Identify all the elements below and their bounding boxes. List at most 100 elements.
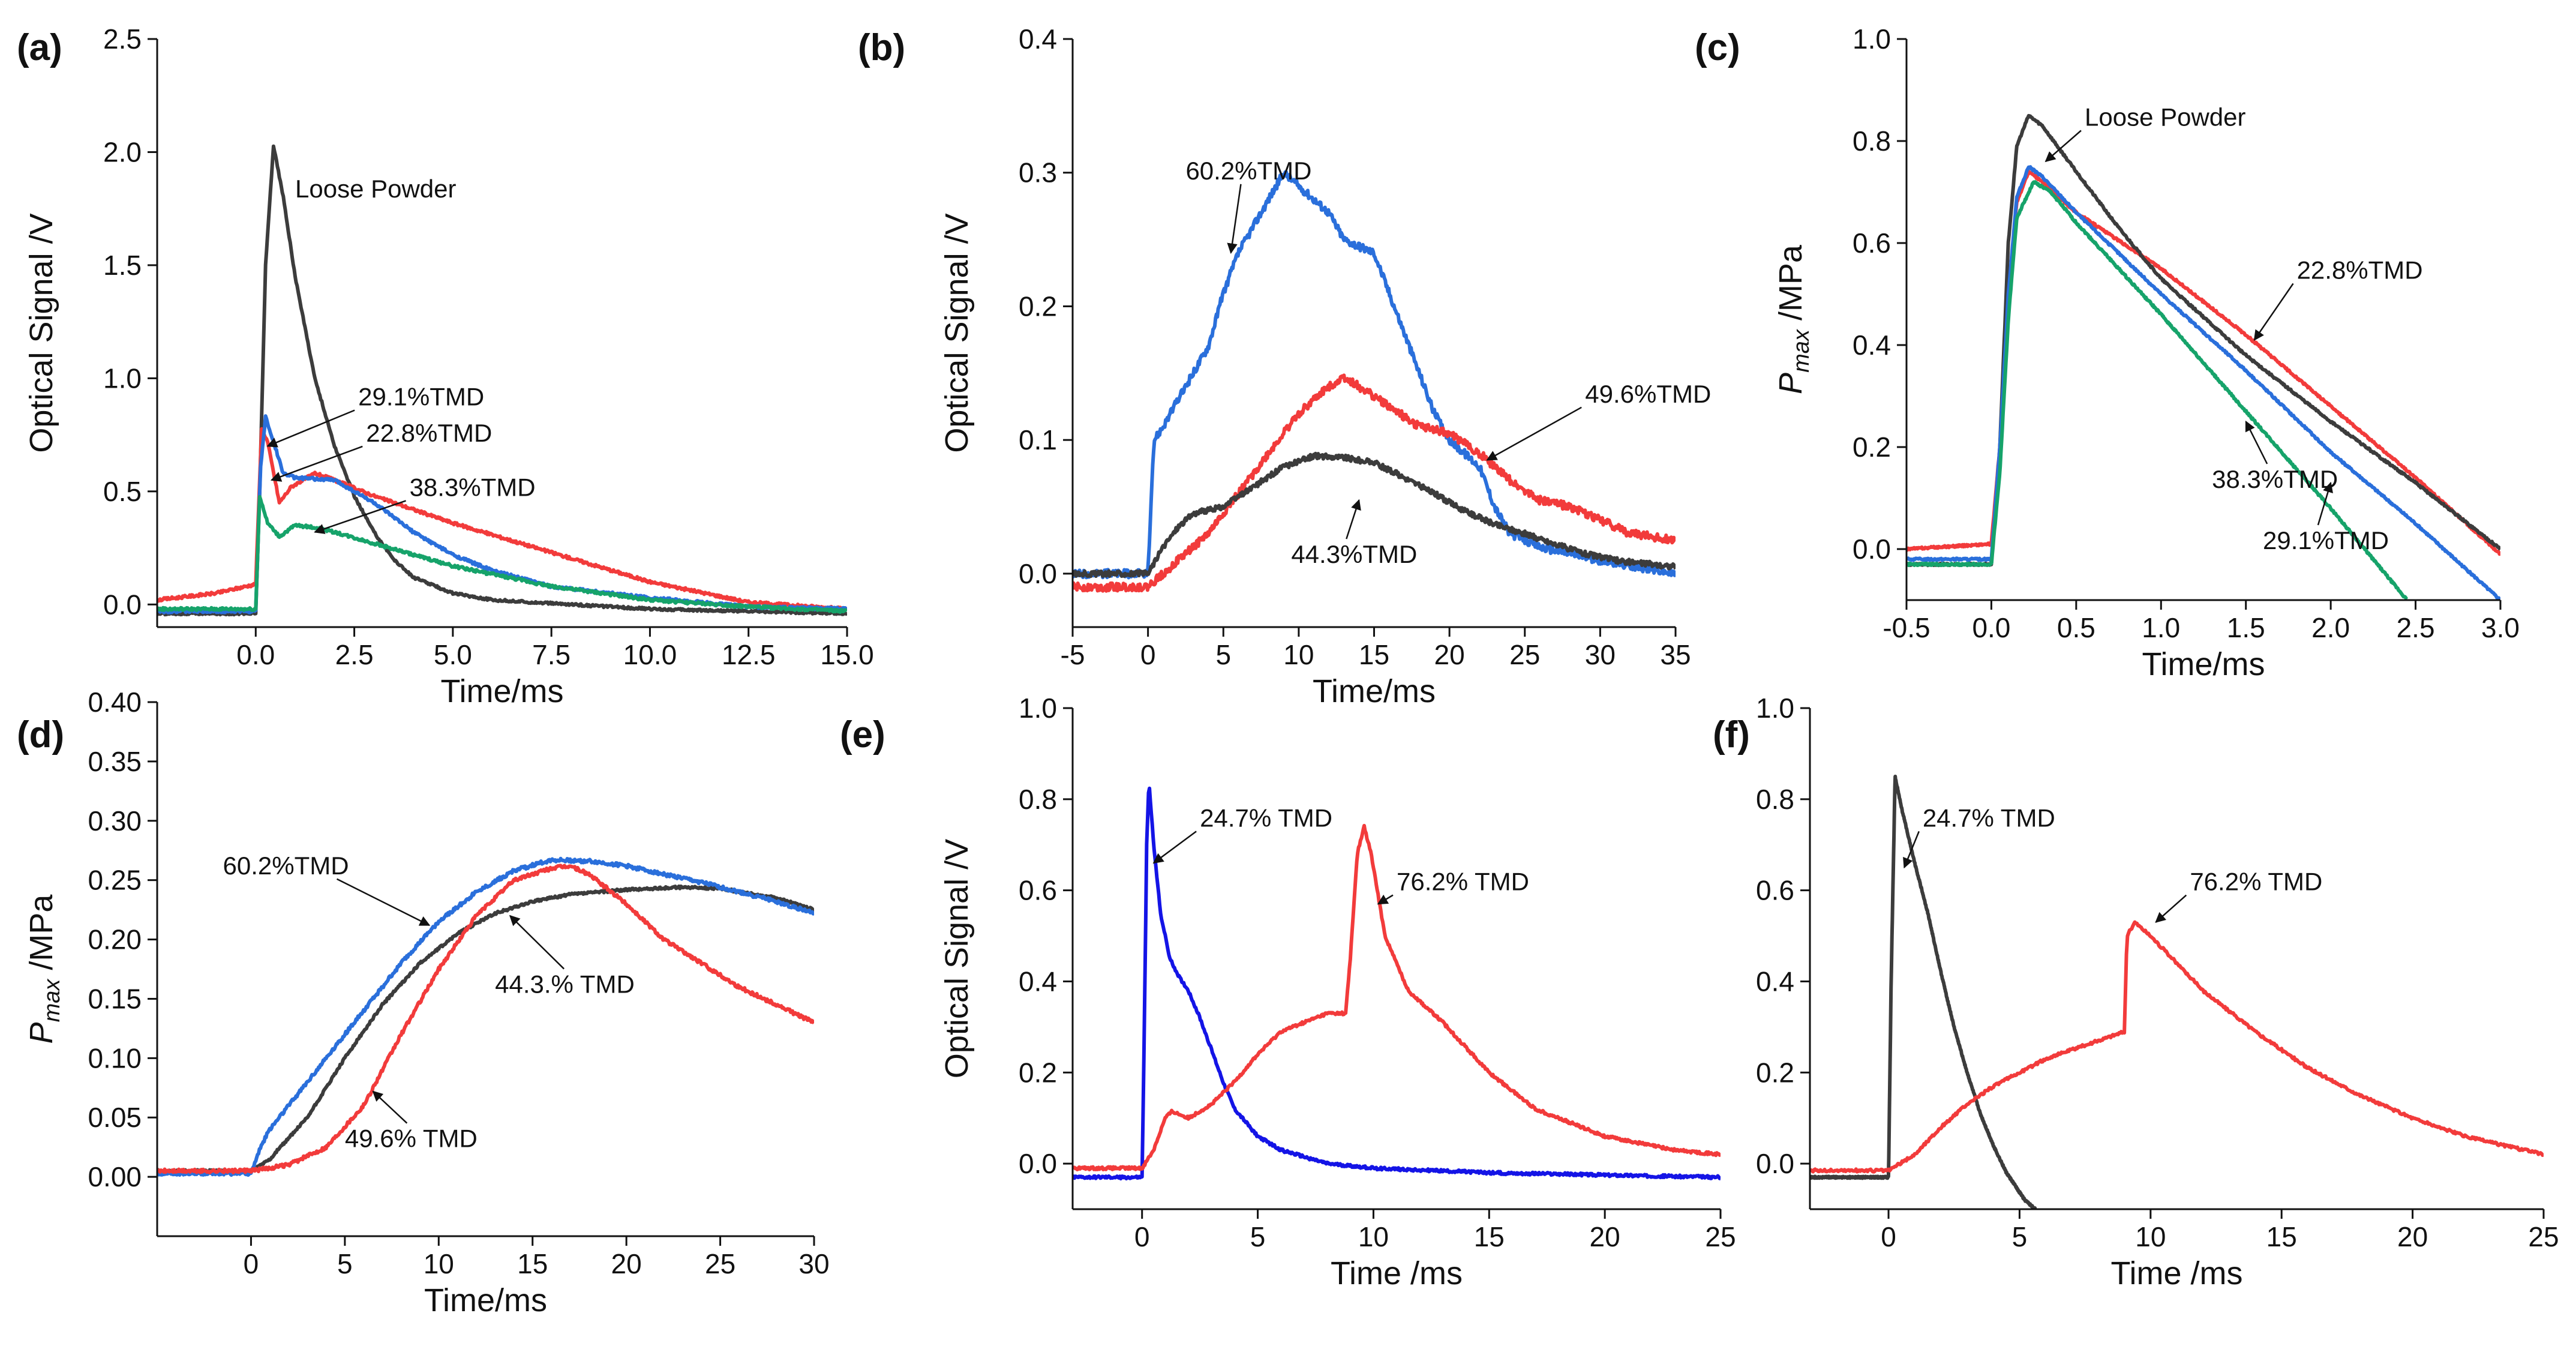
y-tick-label: 0.2 bbox=[1019, 290, 1057, 322]
annotation-arrow bbox=[1152, 831, 1197, 864]
y-tick-label: 0.5 bbox=[103, 476, 142, 507]
annotation-label: 60.2%TMD bbox=[223, 852, 349, 880]
y-tick-label: 0.1 bbox=[1019, 424, 1057, 455]
x-axis-label: Time /ms bbox=[2111, 1255, 2243, 1291]
x-tick-label: 25 bbox=[2528, 1221, 2559, 1252]
y-tick-label: 0.0 bbox=[1019, 1148, 1057, 1179]
x-tick-label: 0.5 bbox=[2057, 612, 2095, 643]
x-tick-label: 20 bbox=[1590, 1221, 1620, 1252]
x-tick-label: 1.5 bbox=[2227, 612, 2265, 643]
x-tick-label: 2.5 bbox=[335, 639, 374, 670]
y-axis-label: Optical Signal /V bbox=[939, 839, 975, 1078]
series-line-76-2-tmd bbox=[1810, 920, 2544, 1174]
x-tick-label: 20 bbox=[611, 1248, 642, 1279]
y-tick-label: 0.05 bbox=[88, 1102, 142, 1133]
annotation-arrow bbox=[270, 445, 363, 482]
x-tick-label: 15 bbox=[517, 1248, 548, 1279]
series-line-60-2-tmd bbox=[157, 856, 814, 1177]
x-tick-label: 35 bbox=[1660, 639, 1691, 670]
y-tick-label: 0.30 bbox=[88, 805, 142, 837]
x-tick-label: 0 bbox=[244, 1248, 259, 1279]
panel-a: 0.0 2.5 5.0 7.5 10.0 12.5 15.0 0.0 0.5 1.0 1.5 2.0 2… bbox=[17, 23, 874, 709]
y-tick-label: 0.2 bbox=[1853, 431, 1891, 463]
x-tick-label: 20 bbox=[1434, 639, 1465, 670]
y-tick-label: 0.8 bbox=[1756, 784, 1794, 815]
y-tick-label: 0.4 bbox=[1853, 329, 1891, 361]
annotation-arrow bbox=[2253, 283, 2294, 341]
annotation-label: 38.3%TMD bbox=[2212, 465, 2338, 493]
annotation-label: Loose Powder bbox=[2085, 103, 2246, 131]
y-tick-label: 0.6 bbox=[1019, 875, 1057, 906]
x-tick-label: 30 bbox=[798, 1248, 829, 1279]
series-line-44-3-tmd bbox=[157, 884, 814, 1174]
series-line-49-6-tmd bbox=[157, 864, 814, 1174]
annotation-arrow bbox=[2155, 894, 2187, 923]
series-line-38-3-tmd bbox=[157, 494, 847, 614]
annotation-arrow bbox=[372, 1090, 408, 1124]
x-tick-label: 5 bbox=[1250, 1221, 1266, 1252]
x-tick-label: 15 bbox=[2266, 1221, 2297, 1252]
y-axis-label: Pmax /MPa bbox=[23, 894, 65, 1044]
panel-label: (f) bbox=[1713, 714, 1750, 756]
series-line-loose-powder bbox=[1907, 113, 2500, 568]
x-axis-label: Time/ms bbox=[424, 1282, 547, 1318]
x-tick-label: 5.0 bbox=[434, 639, 472, 670]
x-tick-label: 12.5 bbox=[722, 639, 776, 670]
y-tick-label: 1.5 bbox=[103, 250, 142, 281]
x-tick-label: -5 bbox=[1061, 639, 1085, 670]
annotation-label: 29.1%TMD bbox=[358, 383, 484, 411]
panel-label: (e) bbox=[840, 714, 885, 756]
series-line-loose-powder bbox=[157, 144, 847, 617]
y-tick-label: 0.10 bbox=[88, 1042, 142, 1074]
y-tick-label: 0.4 bbox=[1756, 966, 1794, 997]
panel-label: (a) bbox=[17, 27, 62, 68]
y-tick-label: 0.0 bbox=[103, 589, 142, 620]
y-tick-label: 0.6 bbox=[1853, 227, 1891, 259]
y-axis-label: Pmax /MPa bbox=[1773, 244, 1814, 394]
series-line-76-2-tmd bbox=[1073, 823, 1721, 1171]
y-axis-label: Optical Signal /V bbox=[23, 213, 59, 452]
y-tick-label: 0.2 bbox=[1756, 1057, 1794, 1088]
x-tick-label: 15 bbox=[1474, 1221, 1505, 1252]
x-axis-label: Time/ms bbox=[2142, 646, 2265, 682]
x-tick-label: 7.5 bbox=[532, 639, 571, 670]
y-tick-label: 0.0 bbox=[1853, 533, 1891, 565]
annotation-arrow bbox=[1346, 499, 1361, 539]
panel-e: 0 5 10 15 20 25 0.0 0.2 0.4 0.6 0.8 1.0 Time /ms Opti… bbox=[840, 693, 1736, 1291]
x-tick-label: 25 bbox=[705, 1248, 735, 1279]
series-line-44-3-tmd bbox=[1073, 451, 1676, 578]
series-line-49-6-tmd bbox=[1073, 373, 1676, 593]
x-axis-label: Time/ms bbox=[441, 673, 564, 709]
x-tick-label: 0.0 bbox=[1972, 612, 2010, 643]
annotation-arrow bbox=[2245, 420, 2268, 464]
y-tick-label: 0.20 bbox=[88, 924, 142, 955]
x-tick-label: 5 bbox=[337, 1248, 353, 1279]
annotation-label: 49.6% TMD bbox=[345, 1125, 478, 1153]
annotation-label: Loose Powder bbox=[295, 175, 457, 203]
y-tick-label: 1.0 bbox=[1019, 693, 1057, 724]
y-tick-label: 0.35 bbox=[88, 746, 142, 777]
x-tick-label: 0 bbox=[1134, 1221, 1150, 1252]
annotation-arrow bbox=[1903, 831, 1920, 869]
y-tick-label: 0.00 bbox=[88, 1161, 142, 1192]
y-tick-label: 2.5 bbox=[103, 23, 142, 55]
annotation-label: 24.7% TMD bbox=[1923, 804, 2055, 832]
annotation-label: 22.8%TMD bbox=[2297, 256, 2423, 284]
annotation-label: 29.1%TMD bbox=[2263, 526, 2389, 554]
annotation-label: 38.3%TMD bbox=[410, 473, 536, 501]
annotation-arrow bbox=[266, 409, 355, 448]
y-tick-label: 0.0 bbox=[1756, 1148, 1794, 1179]
x-tick-label: 15.0 bbox=[820, 639, 874, 670]
x-tick-label: 0 bbox=[1140, 639, 1156, 670]
y-tick-label: 0.2 bbox=[1019, 1057, 1057, 1088]
annotation-label: 44.3%TMD bbox=[1291, 540, 1417, 568]
y-tick-label: 1.0 bbox=[1853, 23, 1891, 55]
y-tick-label: 0.15 bbox=[88, 983, 142, 1014]
annotation-arrow bbox=[2317, 481, 2333, 526]
x-tick-label: 30 bbox=[1585, 639, 1616, 670]
x-tick-label: 10 bbox=[2135, 1221, 2166, 1252]
annotation-arrow bbox=[509, 915, 565, 970]
annotation-label: 76.2% TMD bbox=[1397, 868, 1529, 896]
x-tick-label: 5 bbox=[2012, 1221, 2028, 1252]
panel-label: (b) bbox=[858, 27, 905, 68]
